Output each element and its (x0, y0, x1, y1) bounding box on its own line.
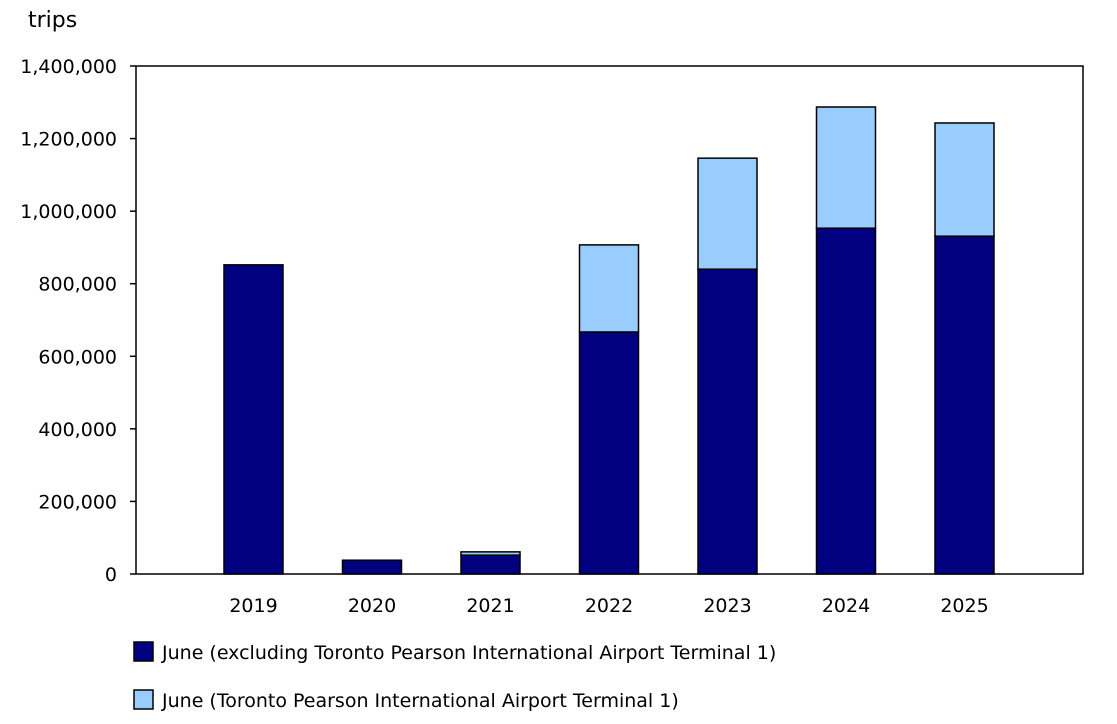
x-tick-label: 2019 (229, 595, 277, 617)
legend: June (excluding Toronto Pearson Internat… (133, 641, 776, 712)
y-tick-label: 800,000 (38, 274, 117, 296)
x-tick-label: 2024 (822, 595, 870, 617)
bar-2023-series-1 (697, 157, 758, 270)
bar-2024-series-1 (815, 106, 877, 229)
y-tick-label: 1,200,000 (20, 129, 117, 151)
bar-2025-series-0 (934, 235, 995, 575)
legend-label-excluding-terminal-1: June (excluding Toronto Pearson Internat… (161, 642, 776, 664)
bar-2020-series-0 (341, 559, 403, 575)
bar-2024-series-0 (815, 227, 877, 575)
bar-2021-series-0 (460, 554, 521, 575)
y-tick-label: 1,400,000 (20, 56, 117, 78)
bar-2019-series-0 (223, 264, 284, 575)
x-tick-label: 2025 (940, 595, 988, 617)
bar-2022-series-1 (578, 244, 640, 333)
y-tick-label: 200,000 (38, 491, 117, 513)
bar-2022-series-0 (578, 331, 640, 575)
y-axis-label: trips (28, 8, 77, 33)
bar-2023-series-0 (697, 268, 758, 575)
y-tick-label: 1,000,000 (20, 201, 117, 223)
legend-swatch-terminal-1 (133, 689, 154, 710)
y-tick-label: 0 (105, 564, 117, 586)
x-tick-label: 2020 (348, 595, 396, 617)
bar-2021-series-1 (460, 551, 521, 556)
legend-swatch-excluding-terminal-1 (133, 641, 154, 662)
y-tick-label: 400,000 (38, 419, 117, 441)
bar-2025-series-1 (934, 122, 995, 237)
x-tick-label: 2022 (585, 595, 633, 617)
y-tick-label: 600,000 (38, 346, 117, 368)
x-tick-label: 2023 (703, 595, 751, 617)
legend-label-terminal-1: June (Toronto Pearson International Airp… (161, 690, 679, 712)
x-tick-label: 2021 (466, 595, 514, 617)
